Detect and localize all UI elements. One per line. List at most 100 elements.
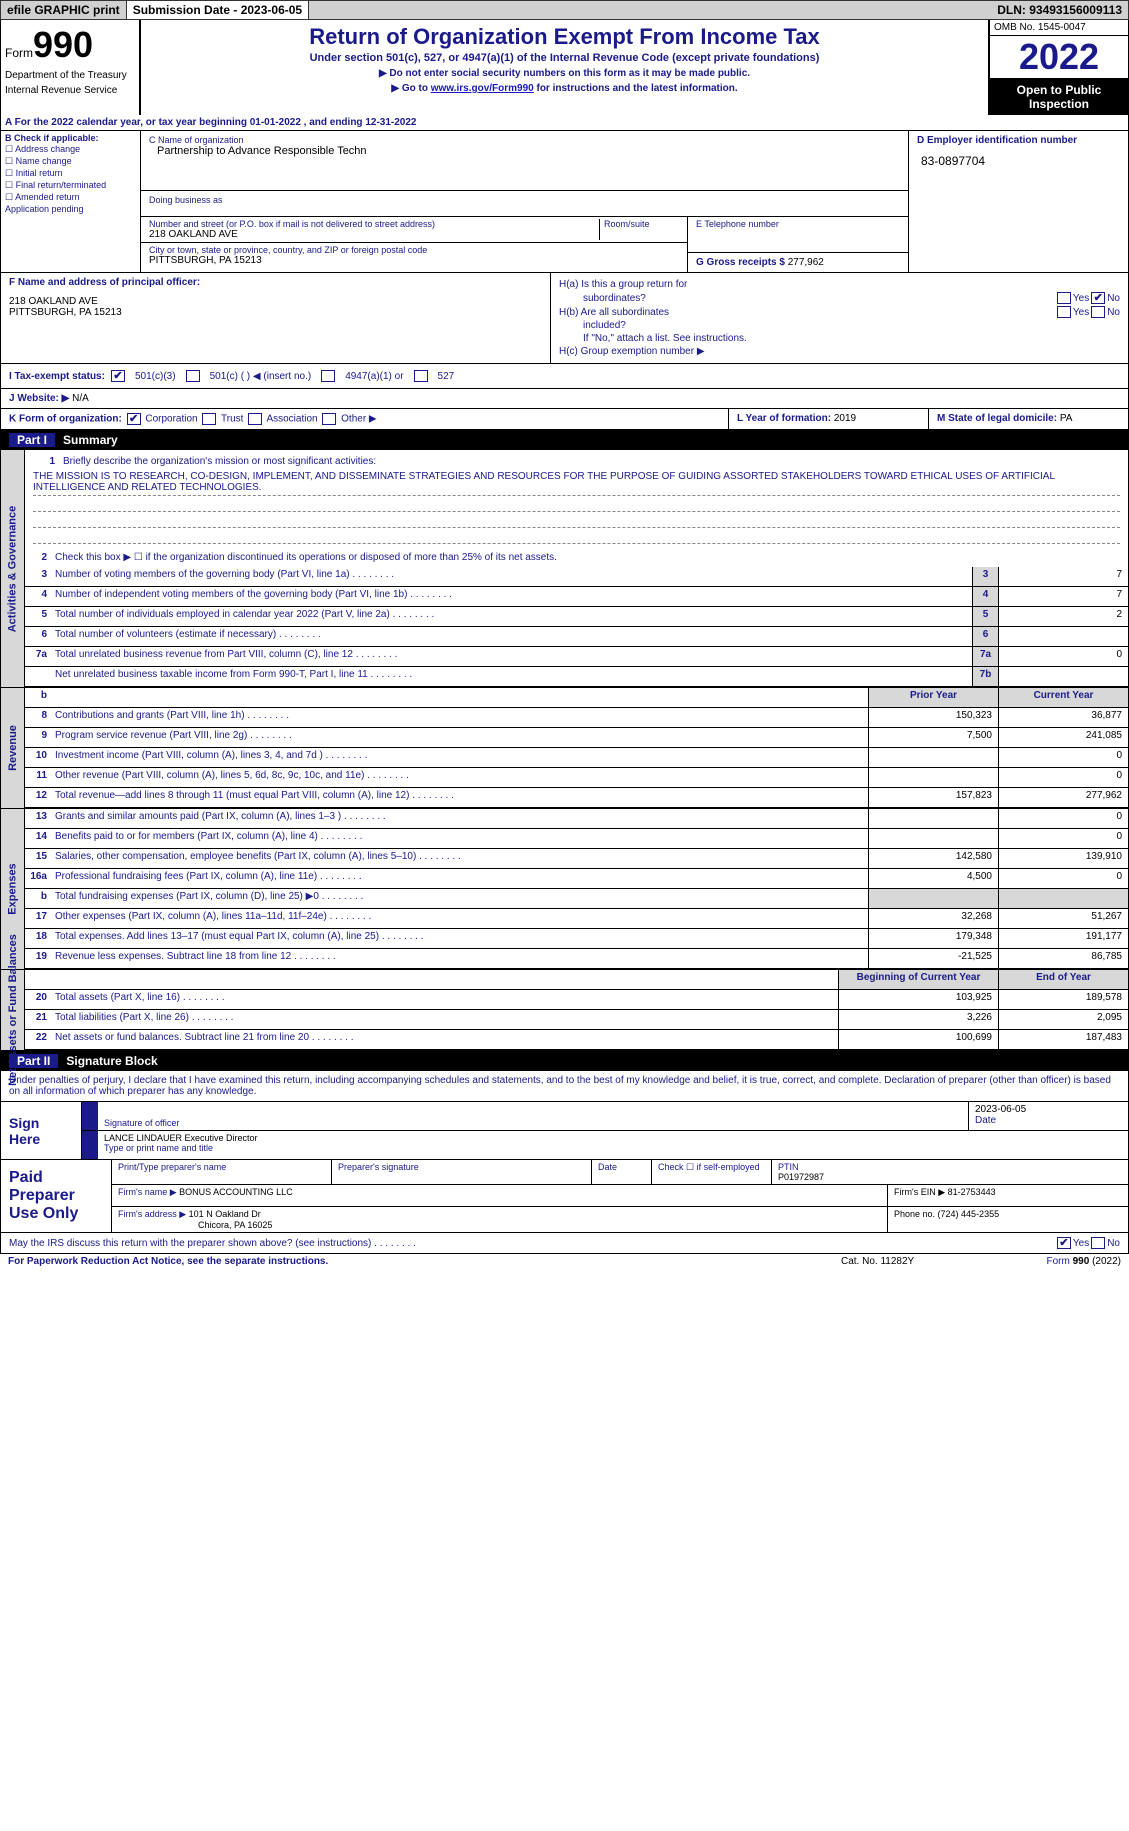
form-prefix: Form — [5, 46, 33, 60]
chk-amended-return[interactable]: ☐ Amended return — [5, 192, 136, 203]
line-text: Total assets (Part X, line 16) — [51, 990, 838, 1009]
prep-name-label: Print/Type preparer's name — [118, 1162, 226, 1172]
ptin-label: PTIN — [778, 1162, 799, 1172]
ssn-note: ▶ Do not enter social security numbers o… — [149, 68, 980, 79]
chk-501c[interactable] — [186, 370, 200, 382]
line-text: Benefits paid to or for members (Part IX… — [51, 829, 868, 848]
form-title: Return of Organization Exempt From Incom… — [149, 24, 980, 50]
prior-year-value: 157,823 — [868, 788, 998, 807]
chk-application-pending[interactable]: Application pending — [5, 204, 136, 214]
discuss-yes-checkbox[interactable]: ✔ — [1057, 1237, 1071, 1249]
vlabel-activities: Activities & Governance — [1, 450, 25, 687]
chk-address-change[interactable]: ☐ Address change — [5, 144, 136, 155]
paperwork-notice: For Paperwork Reduction Act Notice, see … — [8, 1256, 841, 1267]
chk-final-return[interactable]: ☐ Final return/terminated — [5, 180, 136, 191]
line-num: 19 — [25, 949, 51, 968]
prep-self-employed[interactable]: Check ☐ if self-employed — [658, 1162, 760, 1172]
line-text: Revenue less expenses. Subtract line 18 … — [51, 949, 868, 968]
page-footer: For Paperwork Reduction Act Notice, see … — [0, 1254, 1129, 1269]
form-year-footer: Form 990 (2022) — [981, 1256, 1121, 1267]
prior-year-value — [868, 889, 998, 908]
current-year-value: 86,785 — [998, 949, 1128, 968]
line-text: Total unrelated business revenue from Pa… — [51, 647, 972, 666]
current-year-value: 0 — [998, 768, 1128, 787]
line-num — [25, 667, 51, 686]
chk-4947a1[interactable] — [321, 370, 335, 382]
hdr-current-year: Current Year — [998, 688, 1128, 707]
row-j-website: J Website: ▶ N/A — [0, 389, 1129, 409]
current-year-value: 51,267 — [998, 909, 1128, 928]
sig-date-value: 2023-06-05 — [975, 1104, 1122, 1115]
ein-label: D Employer identification number — [909, 131, 1128, 150]
prep-sig-label: Preparer's signature — [338, 1162, 419, 1172]
current-year-value: 0 — [998, 809, 1128, 828]
sig-name-value: LANCE LINDAUER Executive Director — [104, 1133, 1122, 1143]
sig-date-label: Date — [975, 1115, 1122, 1126]
prior-year-value: 32,268 — [868, 909, 998, 928]
line-text: Number of voting members of the governin… — [51, 567, 972, 586]
efile-print[interactable]: efile GRAPHIC print — [1, 1, 127, 19]
line-num: 3 — [25, 567, 51, 586]
paid-preparer-label: Paid Preparer Use Only — [1, 1160, 111, 1232]
section-expenses: Expenses 13 Grants and similar amounts p… — [0, 809, 1129, 970]
chk-association[interactable] — [248, 413, 262, 425]
prior-year-value: 103,925 — [838, 990, 998, 1009]
h-b-no-checkbox[interactable] — [1091, 306, 1105, 318]
line-num: 11 — [25, 768, 51, 787]
firm-name-value: BONUS ACCOUNTING LLC — [179, 1187, 293, 1197]
current-year-value: 36,877 — [998, 708, 1128, 727]
line-text: Contributions and grants (Part VIII, lin… — [51, 708, 868, 727]
signature-intro: Under penalties of perjury, I declare th… — [0, 1071, 1129, 1101]
h-a-no-checkbox[interactable]: ✔ — [1091, 292, 1105, 304]
discuss-no-checkbox[interactable] — [1091, 1237, 1105, 1249]
chk-initial-return[interactable]: ☐ Initial return — [5, 168, 136, 179]
current-year-value: 191,177 — [998, 929, 1128, 948]
current-year-value: 241,085 — [998, 728, 1128, 747]
line-num: 9 — [25, 728, 51, 747]
line-text: Other expenses (Part IX, column (A), lin… — [51, 909, 868, 928]
chk-527[interactable] — [414, 370, 428, 382]
row-m-state: M State of legal domicile: PA — [928, 409, 1128, 429]
line-cell-num: 6 — [972, 627, 998, 646]
prior-year-value: -21,525 — [868, 949, 998, 968]
chk-corporation[interactable]: ✔ — [127, 413, 141, 425]
city-label: City or town, state or province, country… — [149, 245, 679, 255]
line-num: b — [25, 889, 51, 908]
row-a-period: A For the 2022 calendar year, or tax yea… — [0, 115, 1129, 131]
firm-addr-1: 101 N Oakland Dr — [189, 1209, 261, 1219]
box-b-label: B Check if applicable: — [5, 133, 136, 143]
line-num: 7a — [25, 647, 51, 666]
current-year-value: 0 — [998, 829, 1128, 848]
prep-date-label: Date — [598, 1162, 617, 1172]
h-b-note: If "No," attach a list. See instructions… — [559, 333, 1120, 344]
line-cell-num: 7a — [972, 647, 998, 666]
h-b-yes-checkbox[interactable] — [1057, 306, 1071, 318]
dba-label: Doing business as — [141, 191, 908, 217]
current-year-value: 0 — [998, 748, 1128, 767]
row-k-form-org: K Form of organization: ✔ Corporation Tr… — [1, 409, 728, 429]
mission-label: Briefly describe the organization's miss… — [59, 454, 1120, 469]
firm-ein: Firm's EIN ▶ 81-2753443 — [888, 1185, 1128, 1206]
chk-name-change[interactable]: ☐ Name change — [5, 156, 136, 167]
line-cell-num: 4 — [972, 587, 998, 606]
line-num: 15 — [25, 849, 51, 868]
omb-number: OMB No. 1545-0047 — [990, 20, 1128, 36]
dln: DLN: 93493156009113 — [991, 3, 1128, 17]
chk-501c3[interactable]: ✔ — [111, 370, 125, 382]
tax-year: 2022 — [990, 36, 1128, 79]
form-subtitle: Under section 501(c), 527, or 4947(a)(1)… — [149, 52, 980, 64]
h-a-yes-checkbox[interactable] — [1057, 292, 1071, 304]
line-num: 10 — [25, 748, 51, 767]
line-text: Other revenue (Part VIII, column (A), li… — [51, 768, 868, 787]
line-text: Total revenue—add lines 8 through 11 (mu… — [51, 788, 868, 807]
discuss-row: May the IRS discuss this return with the… — [0, 1233, 1129, 1254]
line-num: 5 — [25, 607, 51, 626]
chk-trust[interactable] — [202, 413, 216, 425]
cat-number: Cat. No. 11282Y — [841, 1256, 981, 1267]
chk-other[interactable] — [322, 413, 336, 425]
current-year-value — [998, 889, 1128, 908]
prior-year-value — [868, 809, 998, 828]
sig-arrow-icon — [82, 1131, 98, 1159]
line-num: 16a — [25, 869, 51, 888]
irs-link[interactable]: www.irs.gov/Form990 — [431, 83, 534, 94]
